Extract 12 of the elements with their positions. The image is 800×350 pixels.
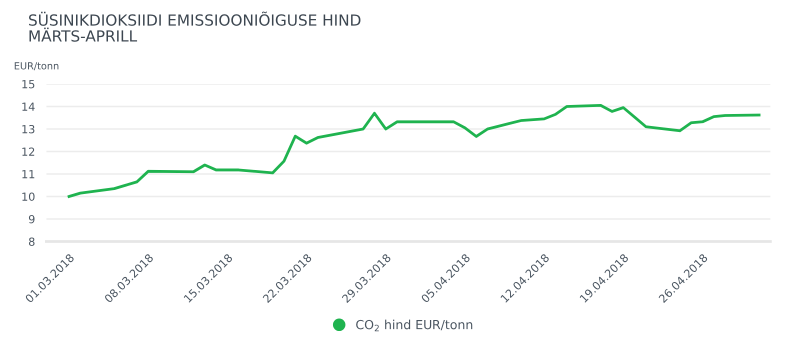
y-tick-label: 8 — [28, 237, 35, 246]
line-series — [68, 104, 760, 198]
y-tick-label: 15 — [22, 80, 34, 88]
chart-title: SÜSINIKDIOKSIIDI EMISSIOONIÕIGUSE HIND MÄRTS-APRILL — [29, 12, 360, 42]
y-tick-label: 9 — [28, 214, 35, 224]
y-tick-label: 11 — [22, 170, 34, 178]
legend-label: CO$_{2}$ hind EUR/tonn — [356, 320, 472, 332]
y-tick-label: 12 — [22, 147, 34, 156]
y-tick-label: 10 — [22, 192, 35, 201]
y-tick-label: 14 — [22, 102, 35, 111]
y-tick-label: 13 — [22, 124, 34, 134]
y-axis-title: EUR/tonn — [14, 62, 58, 70]
